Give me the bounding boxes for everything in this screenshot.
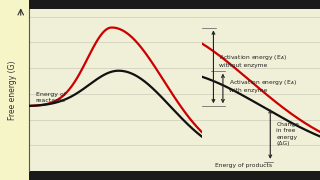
Text: Activation energy (E$_A$)
with enzyme: Activation energy (E$_A$) with enzyme — [229, 78, 297, 93]
Text: Energy of products: Energy of products — [214, 163, 272, 168]
Text: Activation energy (E$_A$)
without enzyme: Activation energy (E$_A$) without enzyme — [220, 53, 287, 68]
Text: Change
in free
energy
(ΔG): Change in free energy (ΔG) — [276, 122, 299, 146]
Text: Energy of
reactants: Energy of reactants — [36, 92, 66, 103]
Text: Free energy (G): Free energy (G) — [8, 60, 18, 120]
